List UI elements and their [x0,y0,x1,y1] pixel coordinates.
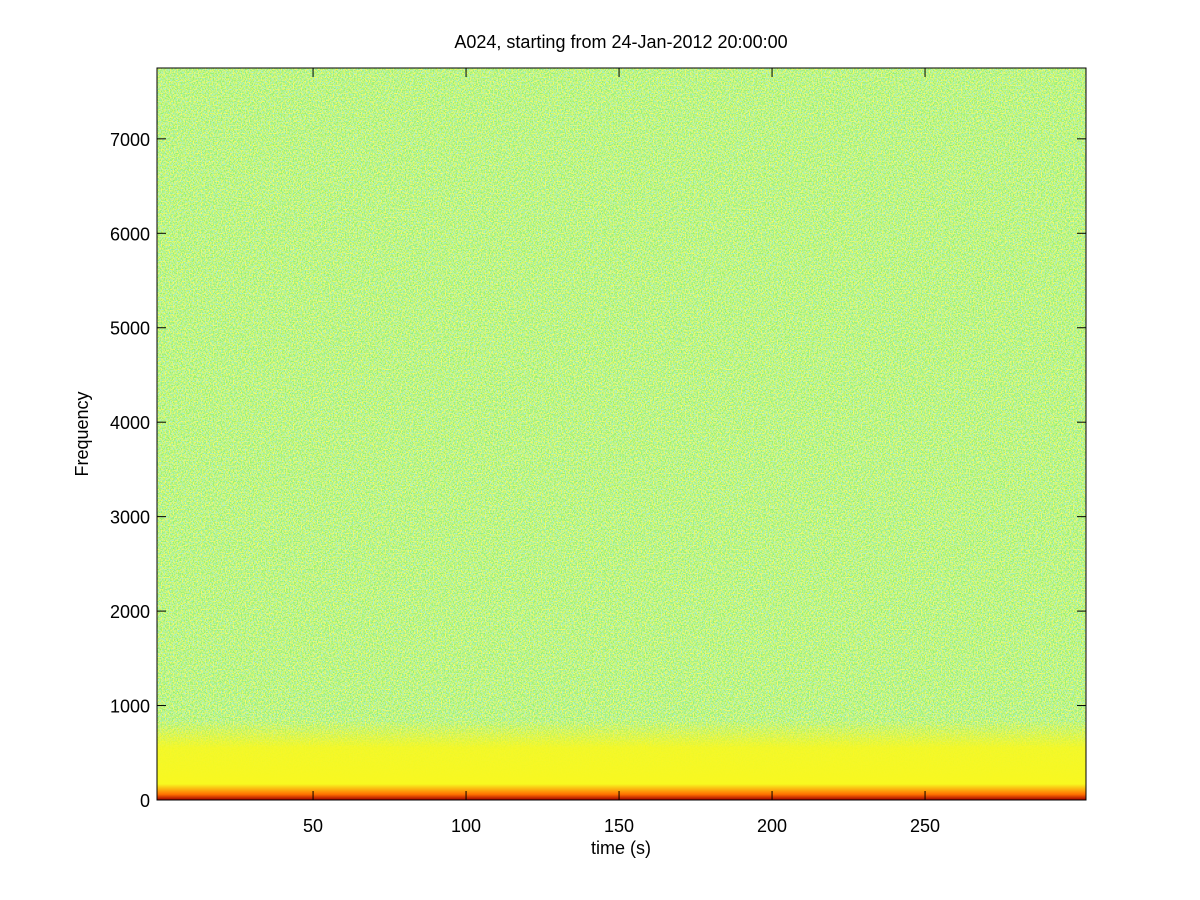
x-tick-label: 50 [303,816,323,836]
y-tick-label: 1000 [110,697,150,717]
chart-title: A024, starting from 24-Jan-2012 20:00:00 [454,32,787,52]
x-axis-label: time (s) [591,838,651,858]
spectrogram-image [157,68,1086,800]
y-axis-label: Frequency [72,391,92,476]
x-tick-label: 150 [604,816,634,836]
y-tick-label: 6000 [110,224,150,244]
x-tick-label: 100 [451,816,481,836]
y-tick-label: 5000 [110,319,150,339]
y-tick-label: 4000 [110,413,150,433]
axes-frame [156,67,1087,801]
y-tick-label: 2000 [110,602,150,622]
y-tick-label: 7000 [110,130,150,150]
y-tick-label: 3000 [110,508,150,528]
x-tick-label: 200 [757,816,787,836]
plot-area [157,68,1086,800]
x-tick-label: 250 [910,816,940,836]
y-tick-label: 0 [140,791,150,811]
